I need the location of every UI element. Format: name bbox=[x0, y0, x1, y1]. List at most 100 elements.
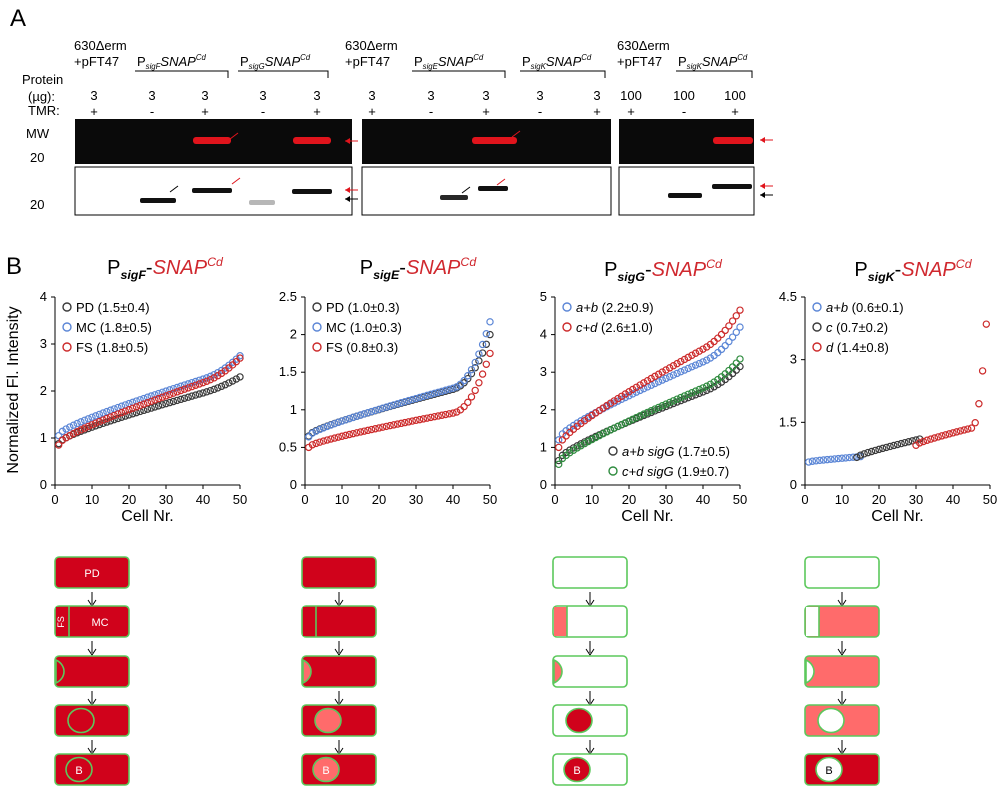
x-tick-label: 30 bbox=[409, 492, 423, 507]
data-point bbox=[319, 424, 328, 432]
data-point bbox=[699, 384, 707, 392]
data-point bbox=[610, 424, 618, 432]
side-arrow-head bbox=[345, 196, 350, 202]
data-point bbox=[673, 395, 681, 403]
data-point bbox=[812, 457, 820, 465]
x-tick-label: 0 bbox=[301, 492, 308, 507]
legend-entry: c+d (2.6±1.0) bbox=[576, 320, 653, 335]
data-point bbox=[143, 398, 152, 407]
cell-body bbox=[54, 556, 130, 589]
cell-body bbox=[552, 605, 628, 638]
cell-body bbox=[301, 655, 377, 688]
data-point bbox=[621, 393, 630, 402]
data-point bbox=[91, 412, 100, 420]
data-point bbox=[441, 386, 450, 394]
y-tick-label: 3 bbox=[790, 352, 797, 367]
strain-label: PsigKSNAPCd bbox=[678, 53, 748, 71]
data-point bbox=[569, 421, 578, 430]
data-point bbox=[658, 376, 667, 384]
x-tick-label: 20 bbox=[122, 492, 136, 507]
data-point bbox=[453, 408, 461, 416]
cell-label-b: B bbox=[322, 765, 329, 777]
data-point bbox=[577, 442, 585, 450]
data-point bbox=[77, 426, 85, 434]
cell-body bbox=[301, 605, 377, 638]
panel-b-charts: B Normalized Fl. Intensity PsigF-SNAPCd 0 1 2… bbox=[5, 253, 997, 525]
data-point bbox=[982, 320, 991, 328]
data-point bbox=[103, 418, 111, 426]
data-point bbox=[651, 372, 659, 381]
row-label-protein: Protein bbox=[22, 72, 63, 87]
data-point bbox=[680, 392, 689, 400]
data-point bbox=[338, 432, 346, 440]
western-band bbox=[440, 195, 468, 200]
y-tick-label: 4.5 bbox=[779, 289, 797, 304]
chart-title: PsigG-SNAPCd bbox=[604, 257, 723, 284]
x-tick-label: 10 bbox=[335, 492, 349, 507]
forespore bbox=[563, 756, 591, 783]
data-point bbox=[695, 389, 704, 398]
data-point bbox=[456, 380, 465, 388]
data-point bbox=[662, 400, 670, 408]
data-point bbox=[349, 413, 357, 422]
data-point bbox=[592, 433, 600, 442]
x-tick-label: 10 bbox=[85, 492, 99, 507]
lane-ug: 3 bbox=[593, 88, 600, 103]
data-point bbox=[342, 431, 350, 440]
data-point bbox=[867, 447, 876, 456]
lane-tmr: - bbox=[150, 104, 154, 119]
data-point bbox=[643, 383, 652, 391]
cell-body bbox=[301, 556, 377, 589]
data-point bbox=[308, 441, 317, 449]
data-point bbox=[610, 399, 618, 407]
data-point bbox=[728, 363, 737, 371]
data-point bbox=[677, 393, 685, 402]
forespore-compartment bbox=[303, 607, 316, 636]
lane-tmr: - bbox=[429, 104, 433, 119]
y-tick-label: 2 bbox=[290, 327, 297, 342]
data-point bbox=[834, 454, 843, 463]
data-point bbox=[625, 417, 633, 425]
data-point bbox=[214, 384, 222, 392]
y-axis-title: Normalized Fl. Intensity bbox=[5, 306, 22, 473]
data-point bbox=[721, 341, 729, 350]
data-point bbox=[345, 414, 354, 423]
data-point bbox=[221, 380, 229, 389]
data-point bbox=[647, 407, 655, 415]
data-point bbox=[140, 394, 148, 403]
data-point bbox=[117, 408, 126, 417]
cell-body bbox=[552, 655, 628, 688]
strain-label: PsigESNAPCd bbox=[414, 53, 484, 71]
data-point bbox=[614, 422, 622, 431]
data-point bbox=[684, 353, 692, 362]
data-point bbox=[316, 438, 324, 446]
legend-marker bbox=[812, 322, 822, 332]
data-point bbox=[651, 379, 659, 388]
data-point bbox=[864, 448, 872, 457]
data-point bbox=[88, 413, 96, 421]
data-point bbox=[382, 403, 391, 411]
lane-ug: 3 bbox=[482, 88, 489, 103]
data-point bbox=[408, 395, 416, 404]
tmr-band bbox=[293, 137, 331, 144]
data-point bbox=[334, 433, 342, 441]
data-point bbox=[632, 413, 641, 422]
chart-2: PsigE-SNAPCd 0 0.5 1 1.5 2 2.5 0 10 20 30 40 50 PD (1… bbox=[279, 255, 497, 507]
data-point bbox=[728, 317, 737, 325]
data-point bbox=[599, 404, 607, 412]
strain-label: 630Δerm bbox=[345, 38, 398, 53]
lane-tmr: + bbox=[482, 104, 490, 119]
data-point bbox=[327, 435, 335, 443]
legend-entry: a+b (0.6±0.1) bbox=[826, 300, 904, 315]
data-point bbox=[236, 352, 244, 360]
tmr-band bbox=[713, 137, 753, 144]
data-point bbox=[195, 390, 203, 398]
data-point bbox=[99, 409, 107, 417]
data-point bbox=[691, 391, 700, 399]
data-point bbox=[478, 370, 487, 378]
data-point bbox=[901, 438, 909, 447]
data-point bbox=[445, 385, 453, 393]
x-tick-label: 20 bbox=[872, 492, 886, 507]
data-point bbox=[210, 370, 218, 379]
